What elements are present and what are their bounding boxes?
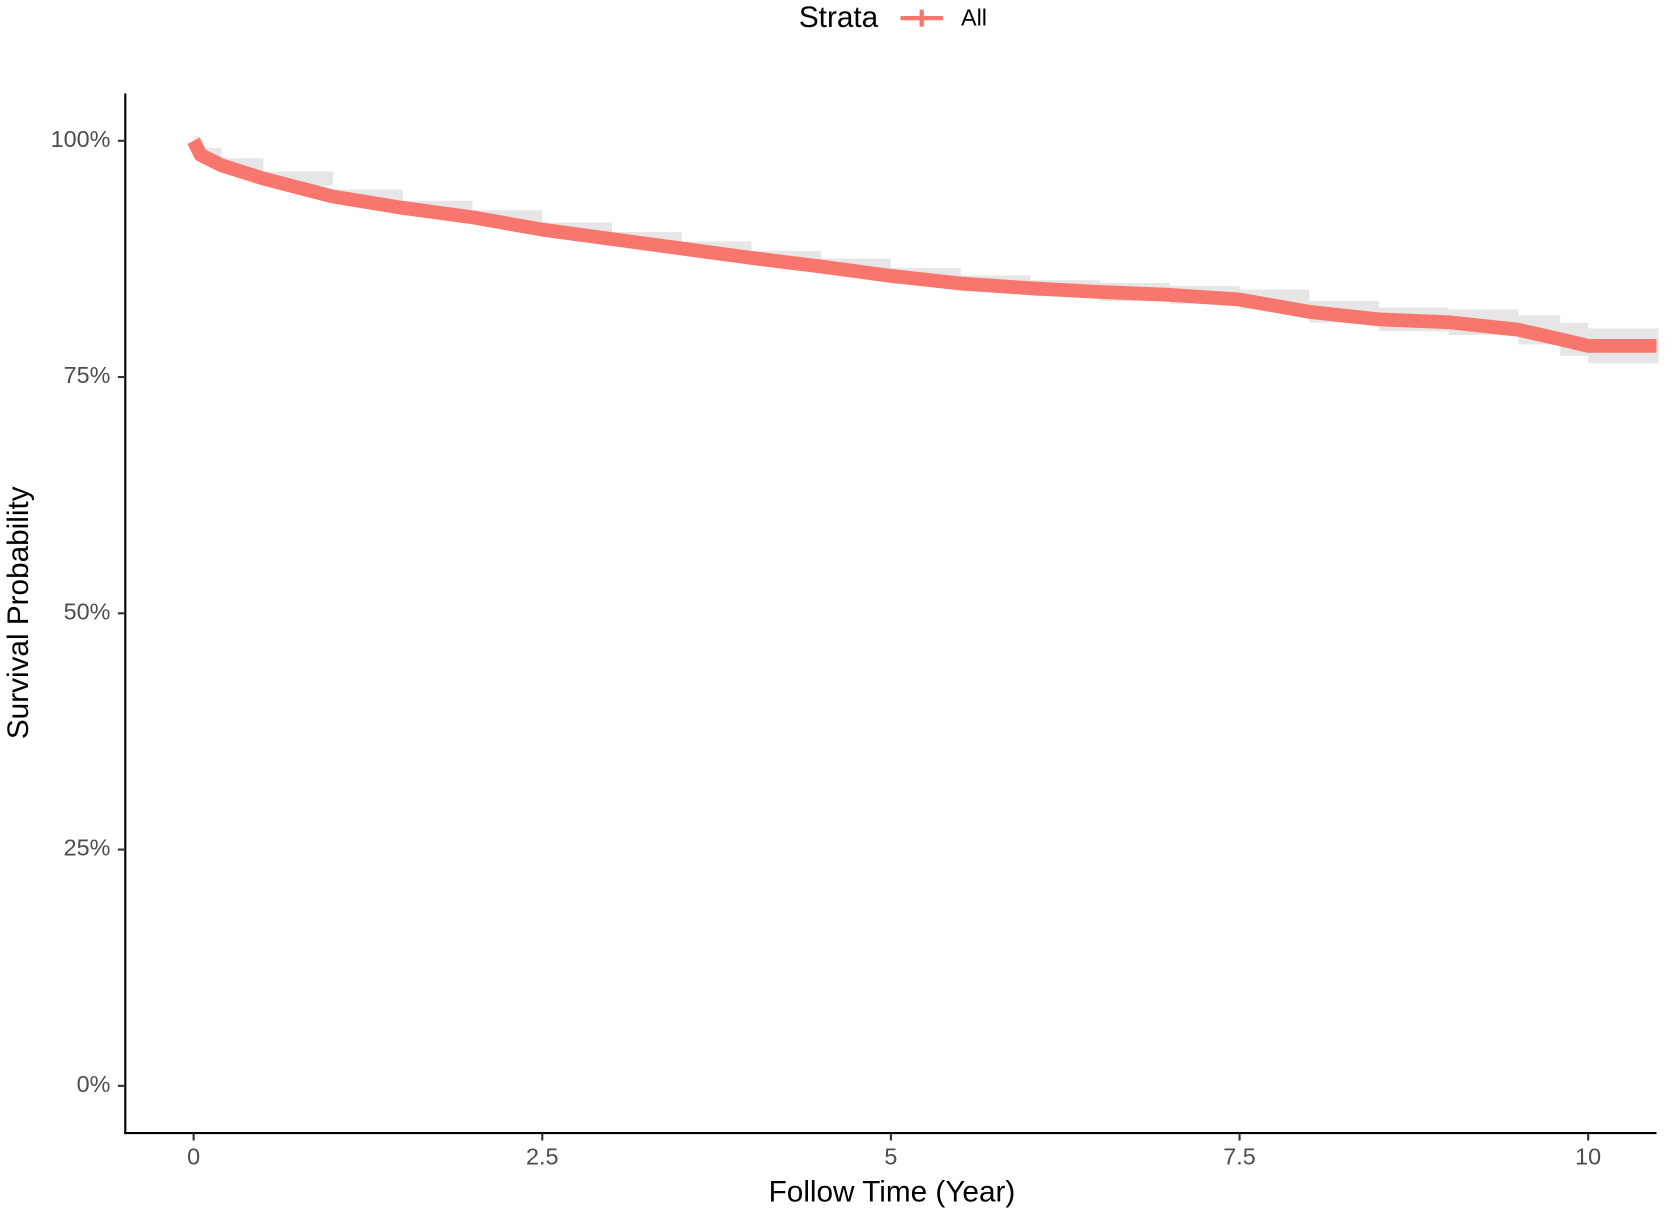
y-tick-label: 100% [51, 126, 111, 152]
confidence-band [1656, 328, 1659, 364]
x-tick-label: 0 [187, 1144, 200, 1170]
x-tick-label: 7.5 [1223, 1144, 1255, 1170]
x-tick-label: 2.5 [526, 1144, 558, 1170]
y-tick-label: 75% [64, 362, 111, 388]
y-axis-title: Survival Probability [2, 486, 35, 739]
x-tick-label: 10 [1575, 1144, 1601, 1170]
x-tick-label: 5 [884, 1144, 897, 1170]
x-axis-title: Follow Time (Year) [769, 1175, 1016, 1208]
y-tick-label: 0% [77, 1071, 111, 1097]
survival-line [187, 137, 1657, 353]
y-tick-label: 25% [64, 835, 111, 861]
y-tick-label: 50% [64, 598, 111, 624]
legend-title: Strata [799, 1, 879, 34]
legend-label: All [961, 4, 987, 30]
